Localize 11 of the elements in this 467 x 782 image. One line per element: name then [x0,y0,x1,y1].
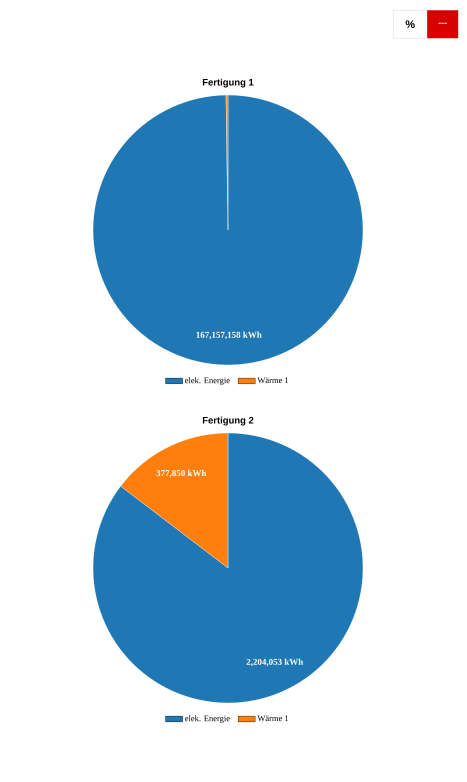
data-label: 2,204,053 kWh [246,658,304,666]
legend-label: elek. Energie [185,715,230,723]
legend-label: Wärme 1 [257,715,288,722]
data-label: 377,850 kWh [156,470,206,478]
chart-title: Fertigung 2 [202,416,254,426]
legend-label: Wärme 1 [257,377,288,384]
text: --- [438,22,447,24]
legend-label: elek. Energie [185,377,230,385]
text: % [406,20,415,28]
chart-title: Fertigung 1 [202,78,254,88]
data-label: 167,157,158 kWh [196,332,262,340]
